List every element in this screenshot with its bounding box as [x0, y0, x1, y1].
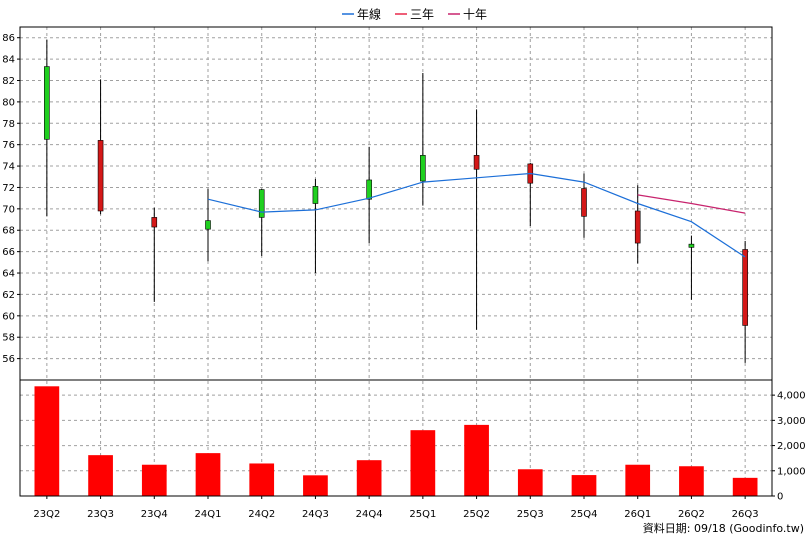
candle-body: [97, 140, 104, 212]
candle-body: [151, 217, 158, 228]
price-tick-label: 68: [2, 226, 15, 237]
category-tick-label: 24Q1: [195, 509, 222, 520]
candle-body: [366, 179, 372, 200]
legend-label: 三年: [410, 8, 434, 22]
volume-bar: [249, 463, 275, 496]
price-tick-label: 84: [2, 55, 15, 66]
price-tick-label: 58: [2, 333, 15, 344]
volume-bar: [195, 453, 221, 496]
volume-tick-label: 1,000: [777, 466, 806, 477]
volume-bar: [410, 430, 436, 496]
candle-body: [634, 210, 641, 244]
candle-body: [44, 66, 50, 140]
volume-bar: [679, 466, 704, 496]
volume-bar: [141, 464, 167, 496]
candle-body: [581, 188, 587, 217]
legend-label: 年線: [357, 7, 381, 22]
volume-bar: [732, 477, 758, 496]
volume-bar: [571, 475, 597, 496]
volume-bar: [464, 424, 489, 496]
category-tick-label: 23Q2: [33, 509, 60, 520]
price-tick-label: 80: [2, 97, 15, 108]
moving-average-lines: [207, 172, 746, 258]
category-tick-label: 26Q3: [732, 509, 759, 520]
volume-bar: [625, 464, 651, 496]
volume-bar: [517, 469, 543, 496]
candle-body: [688, 243, 695, 248]
volume-tick-label: 3,000: [777, 416, 806, 427]
category-tick-label: 25Q4: [571, 509, 598, 520]
candle-body: [473, 155, 480, 170]
category-tick-label: 24Q3: [302, 509, 329, 520]
candle-body: [258, 189, 265, 218]
price-tick-label: 66: [2, 247, 15, 258]
price-tick-label: 86: [2, 33, 15, 44]
volume-tick-label: 0: [777, 492, 783, 503]
plot-frame: [19, 26, 773, 497]
category-tick-label: 25Q2: [463, 509, 490, 520]
volume-bar: [356, 460, 382, 496]
price-tick-label: 70: [2, 204, 15, 215]
volume-tick-label: 4,000: [777, 391, 806, 402]
candle-body: [742, 249, 748, 326]
volume-tick-label: 2,000: [777, 441, 806, 452]
volume-bar: [34, 386, 60, 496]
price-tick-label: 82: [2, 76, 15, 87]
category-tick-label: 24Q4: [356, 509, 383, 520]
category-tick-label: 25Q1: [409, 509, 436, 520]
price-tick-label: 60: [2, 311, 15, 322]
candle-body: [420, 155, 426, 182]
series-line: [637, 194, 746, 214]
series-line: [207, 172, 746, 258]
grid: [20, 27, 772, 496]
category-tick-label: 23Q3: [87, 509, 114, 520]
price-tick-label: 72: [2, 183, 15, 194]
price-tick-label: 64: [2, 269, 15, 280]
price-tick-label: 76: [2, 140, 15, 151]
category-tick-label: 25Q3: [517, 509, 544, 520]
candle-body: [205, 220, 211, 230]
axes: 56 58 60 62 64 66 68 70 72 74 76 78 80 82 84 86 0 1,000 2,…: [2, 26, 806, 520]
price-tick-label: 62: [2, 290, 15, 301]
category-tick-label: 26Q1: [624, 509, 651, 520]
price-tick-label: 78: [2, 119, 15, 130]
candle-body: [312, 186, 319, 204]
source-label: 資料日期: 09/18 (Goodinfo.tw): [643, 521, 804, 535]
category-tick-label: 24Q2: [248, 509, 275, 520]
price-tick-label: 74: [2, 162, 15, 173]
legend: 年線 三年 十年: [342, 7, 487, 22]
price-tick-label: 56: [2, 354, 15, 365]
volume-bar: [88, 455, 113, 496]
volume-bars: [34, 386, 758, 496]
candlesticks: [44, 39, 748, 363]
category-tick-label: 23Q4: [141, 509, 168, 520]
category-tick-label: 26Q2: [678, 509, 705, 520]
legend-label: 十年: [463, 8, 487, 22]
volume-bar: [303, 475, 328, 496]
